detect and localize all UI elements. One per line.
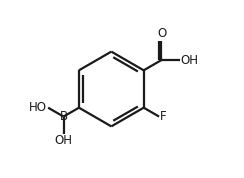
Text: F: F: [160, 110, 167, 123]
Text: B: B: [60, 110, 68, 123]
Text: OH: OH: [54, 134, 72, 147]
Text: O: O: [157, 27, 166, 40]
Text: OH: OH: [181, 54, 199, 67]
Text: HO: HO: [29, 101, 47, 114]
